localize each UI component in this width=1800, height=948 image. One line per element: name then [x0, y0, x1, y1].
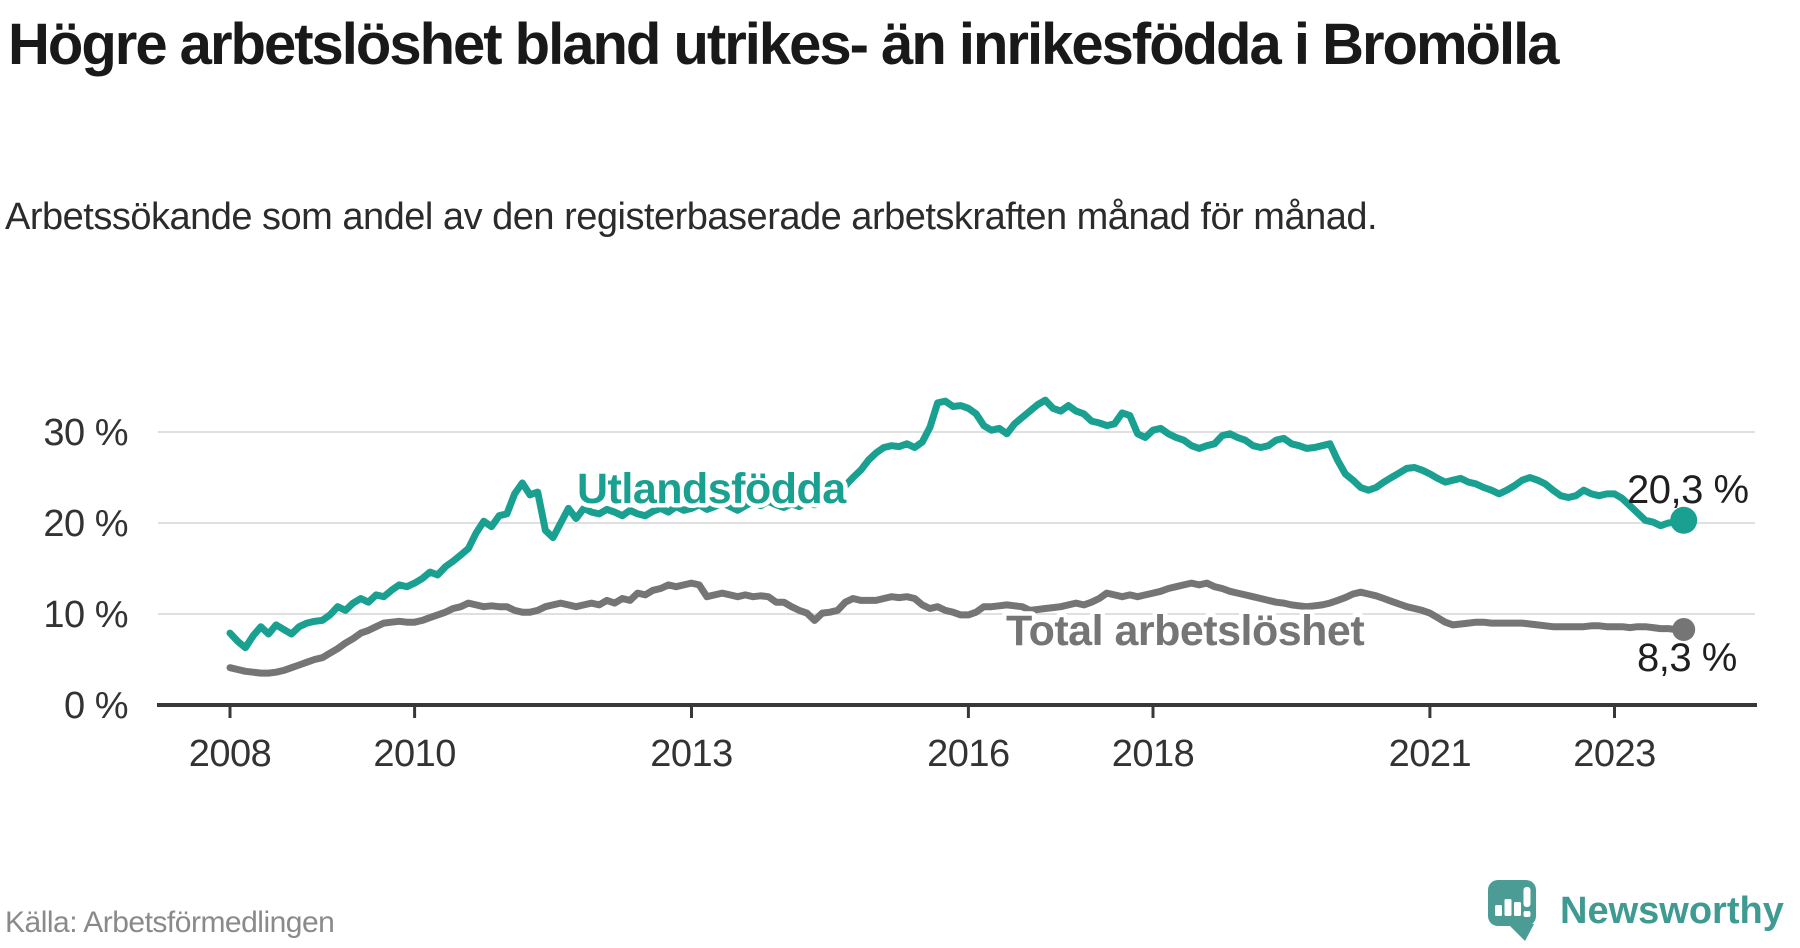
axis-labels: 0 % 10 % 20 % 30 % 2008 2010 2013 2016 2018 2021 2… [43, 412, 1656, 775]
series-label-total-arbetsloshet: Total arbetslöshet [1006, 607, 1364, 655]
chart-grid [158, 431, 1755, 718]
brand-name: Newsworthy [1560, 890, 1784, 932]
series-label-utlandsfodda: Utlandsfödda [577, 465, 847, 513]
x-tick-label: 2023 [1573, 733, 1656, 775]
newsworthy-logo: Newsworthy [1488, 880, 1784, 942]
y-tick-label: 30 % [43, 412, 128, 454]
end-dot [1670, 506, 1698, 534]
end-dot [1672, 618, 1696, 641]
page-title: Högre arbetslöshet bland utrikes- än inr… [8, 12, 1559, 77]
x-tick-label: 2016 [927, 733, 1010, 775]
x-tick-label: 2021 [1389, 733, 1472, 775]
x-tick-label: 2018 [1112, 733, 1195, 775]
y-tick-label: 0 % [64, 685, 128, 727]
series-end-dots [1670, 506, 1698, 641]
y-tick-label: 20 % [43, 503, 128, 545]
newsworthy-bubble-chart-icon [1488, 880, 1536, 941]
page-subtitle: Arbetssökande som andel av den registerb… [5, 196, 1378, 238]
series-line-total-arbetsloshet [226, 579, 1688, 677]
source-note: Källa: Arbetsförmedlingen [5, 906, 335, 939]
end-value-label-utlandsfodda: 20,3 % [1627, 468, 1749, 512]
x-tick-label: 2013 [650, 733, 733, 775]
series-line-utlandsfodda [226, 396, 1688, 652]
x-tick-label: 2010 [373, 733, 456, 775]
y-tick-label: 10 % [43, 594, 128, 636]
end-value-label-total-arbetsloshet: 8,3 % [1637, 636, 1737, 680]
x-tick-label: 2008 [189, 733, 272, 775]
